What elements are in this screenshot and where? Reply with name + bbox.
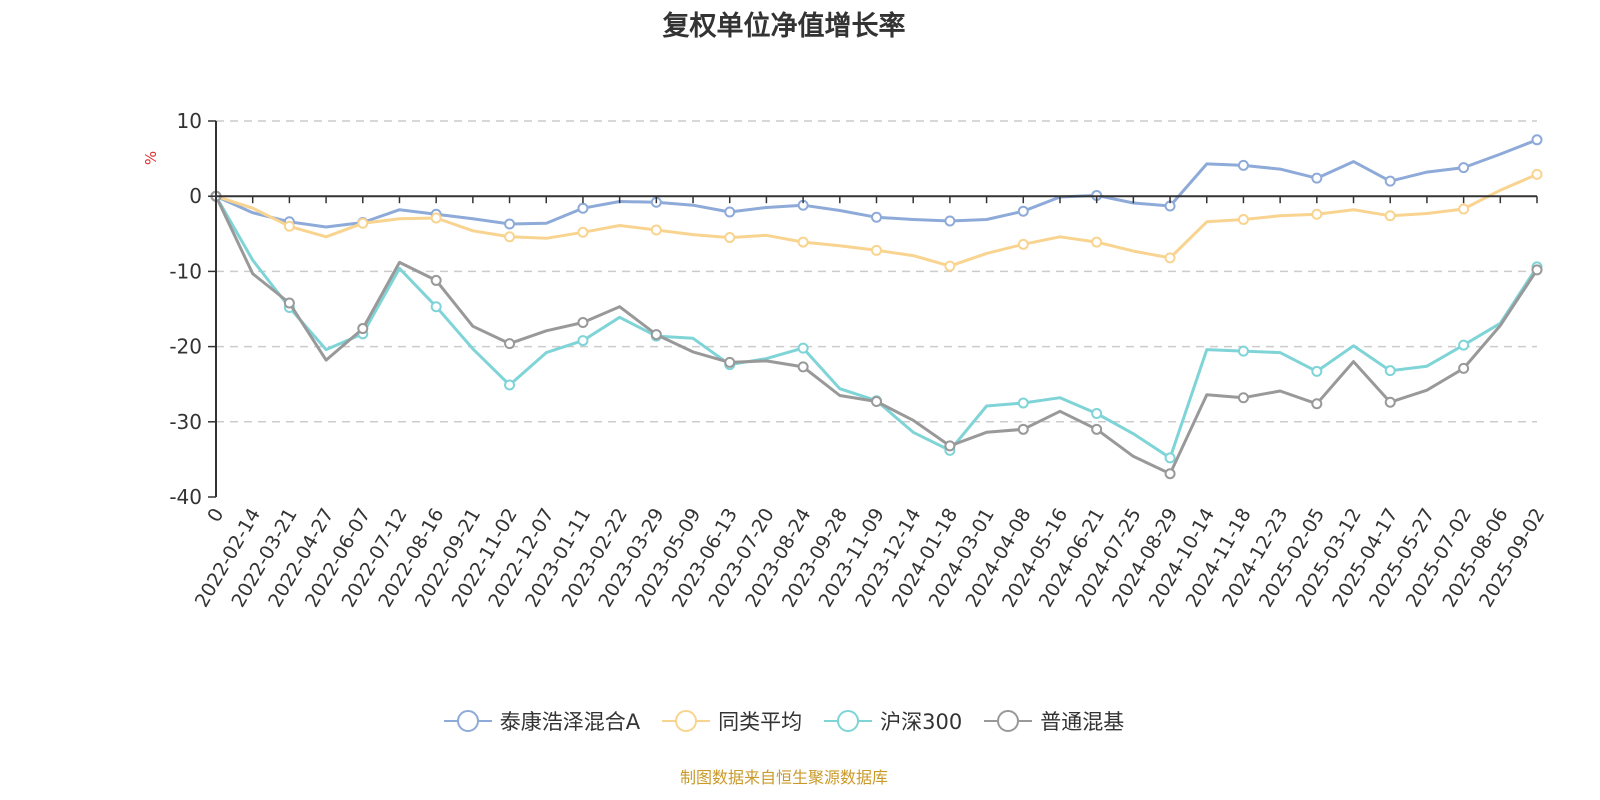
legend-label: 沪深300 xyxy=(880,710,963,734)
legend-item[interactable]: 泰康浩泽混合A xyxy=(443,706,641,736)
x-tick-label: 0 xyxy=(203,505,228,526)
data-point xyxy=(1384,396,1396,408)
data-point xyxy=(357,217,369,229)
data-point xyxy=(650,329,662,341)
data-point xyxy=(650,224,662,236)
data-point xyxy=(504,379,516,391)
axes: 100-10-20-30-4002022-02-142022-03-212022… xyxy=(169,109,1549,611)
data-point xyxy=(1531,134,1543,146)
data-point xyxy=(797,236,809,248)
data-point xyxy=(944,260,956,272)
data-point xyxy=(1384,175,1396,187)
y-tick-label: -20 xyxy=(169,335,202,359)
data-point xyxy=(1458,162,1470,174)
y-tick-label: -30 xyxy=(169,410,202,434)
data-point xyxy=(504,231,516,243)
legend-label: 同类平均 xyxy=(718,710,803,734)
legend-item[interactable]: 沪深300 xyxy=(824,706,962,736)
data-point xyxy=(871,211,882,223)
data-point xyxy=(1237,214,1249,226)
data-point xyxy=(1458,339,1470,351)
y-axis-unit-label: % xyxy=(142,151,160,165)
data-point xyxy=(430,301,442,313)
data-point xyxy=(283,297,295,309)
data-point xyxy=(1311,365,1323,377)
data-point xyxy=(1458,362,1470,374)
data-point xyxy=(1017,205,1029,217)
grid-lines xyxy=(216,120,1537,423)
y-tick-label: 10 xyxy=(177,109,202,133)
data-point xyxy=(577,202,589,214)
data-point xyxy=(1311,172,1323,184)
data-point xyxy=(871,395,882,407)
data-point xyxy=(944,215,956,227)
data-point xyxy=(1091,236,1103,248)
legend-item[interactable]: 普通混基 xyxy=(984,706,1124,736)
data-point xyxy=(1091,423,1103,435)
series-line xyxy=(214,195,1539,476)
y-tick-label: 0 xyxy=(189,184,202,208)
data-point xyxy=(1237,345,1249,357)
data-point xyxy=(1164,452,1176,464)
data-point xyxy=(1091,408,1103,420)
data-point xyxy=(1531,168,1543,180)
data-point xyxy=(797,342,809,354)
data-point xyxy=(724,206,736,218)
data-point xyxy=(797,361,809,373)
chart-title: 复权单位净值增长率 xyxy=(662,11,906,42)
data-point xyxy=(577,335,589,347)
legend-item[interactable]: 同类平均 xyxy=(662,706,802,736)
legend-marker-circle xyxy=(997,710,1020,732)
legend-marker-icon xyxy=(443,710,492,732)
y-tick-label: -40 xyxy=(169,485,202,509)
data-point xyxy=(1311,208,1323,220)
series-line xyxy=(214,195,1539,460)
data-point xyxy=(1458,203,1470,215)
data-point xyxy=(871,244,882,256)
data-point xyxy=(1237,159,1249,171)
data-point xyxy=(504,218,516,230)
data-point xyxy=(577,317,589,329)
legend-marker-circle xyxy=(837,710,860,732)
legend-marker-icon xyxy=(824,710,873,732)
data-point xyxy=(1237,392,1249,404)
data-point xyxy=(1017,238,1029,250)
y-tick-label: -10 xyxy=(169,259,202,283)
data-point xyxy=(1531,264,1543,276)
data-point xyxy=(283,220,295,232)
data-point xyxy=(944,440,956,452)
data-point xyxy=(1164,468,1176,480)
legend-label: 泰康浩泽混合A xyxy=(499,710,641,734)
legend: 泰康浩泽混合A 同类平均 沪深300 普通混基 xyxy=(0,706,1568,736)
legend-marker-icon xyxy=(984,710,1033,732)
series-lines xyxy=(210,134,1543,480)
data-point xyxy=(1017,423,1029,435)
legend-label: 普通混基 xyxy=(1040,710,1125,734)
data-point xyxy=(430,274,442,286)
line-chart: 100-10-20-30-4002022-02-142022-03-212022… xyxy=(142,109,1549,611)
legend-marker-icon xyxy=(662,710,711,732)
data-point xyxy=(577,226,589,238)
data-point xyxy=(1017,397,1029,409)
data-point xyxy=(1384,210,1396,222)
data-point xyxy=(724,232,736,244)
legend-marker-circle xyxy=(456,710,479,732)
data-point xyxy=(504,338,516,350)
data-point xyxy=(1311,398,1323,410)
data-point xyxy=(430,212,442,224)
source-note: 制图数据来自恒生聚源数据库 xyxy=(679,768,888,787)
legend-marker-circle xyxy=(675,710,698,732)
data-point xyxy=(357,323,369,335)
data-point xyxy=(1164,252,1176,264)
data-point xyxy=(724,356,736,368)
data-point xyxy=(1384,365,1396,377)
